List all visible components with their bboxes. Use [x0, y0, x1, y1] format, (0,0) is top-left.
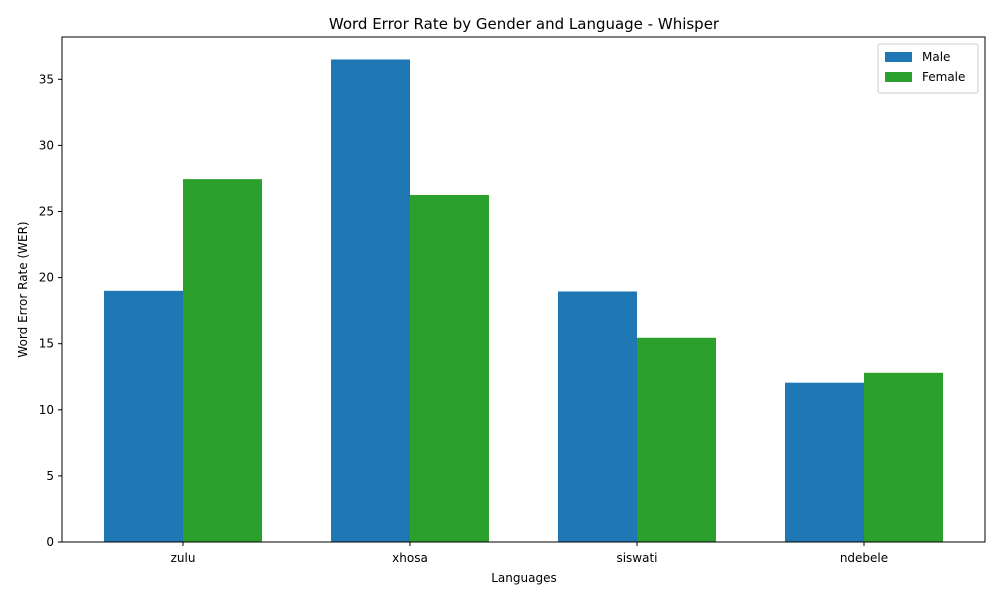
legend-label-male: Male [922, 50, 950, 64]
y-tick-label: 10 [39, 403, 54, 417]
legend-swatch-female [885, 72, 912, 82]
bar-female-xhosa [410, 194, 489, 542]
y-tick-label: 0 [46, 535, 54, 549]
y-tick-label: 15 [39, 337, 54, 351]
bar-male-ndebele [785, 382, 864, 542]
bar-female-siswati [637, 337, 716, 542]
legend-swatch-male [885, 52, 912, 62]
bar-female-zulu [183, 179, 262, 542]
x-tick-label-siswati: siswati [616, 551, 657, 565]
bars-group [104, 59, 943, 543]
y-tick-label: 35 [39, 72, 54, 86]
bar-male-zulu [104, 290, 183, 542]
bar-male-xhosa [331, 59, 410, 543]
x-axis-label: Languages [491, 571, 556, 585]
chart-title: Word Error Rate by Gender and Language -… [329, 15, 720, 33]
y-tick-label: 25 [39, 205, 54, 219]
legend: Male Female [877, 43, 979, 94]
x-axis: zulu xhosa siswati ndebele [171, 542, 888, 565]
plot-area-frame [61, 36, 986, 543]
y-tick-label: 20 [39, 271, 54, 285]
x-tick-label-ndebele: ndebele [840, 551, 888, 565]
y-tick-label: 5 [46, 469, 54, 483]
x-tick-label-xhosa: xhosa [392, 551, 428, 565]
legend-label-female: Female [922, 70, 965, 84]
y-axis: 0 5 10 15 20 25 30 35 [39, 72, 62, 549]
y-tick-label: 30 [39, 138, 54, 152]
x-tick-label-zulu: zulu [171, 551, 196, 565]
y-axis-label: Word Error Rate (WER) [16, 221, 30, 357]
bar-female-ndebele [864, 372, 943, 542]
bar-male-siswati [558, 291, 637, 542]
